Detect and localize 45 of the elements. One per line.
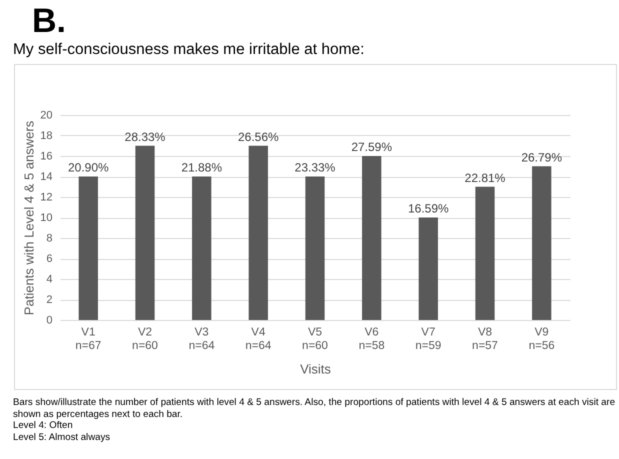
y-tick-label: 6 [46,253,52,265]
annotation: 26.56% [238,130,280,144]
y-tick-label: 16 [40,150,52,162]
x-tick-label: V4 n=64 [245,326,272,352]
bar [78,176,98,320]
y-tick-label: 20 [40,110,52,122]
x-tick-label: V3 n=64 [188,326,216,352]
annotation: 23.33% [294,160,336,174]
text: Level 4: Often [13,420,74,432]
annotation: 22.81% [464,170,506,185]
annotation: 28.33% [124,130,166,144]
y-tick-label: 2 [46,294,52,306]
bar [135,146,155,320]
y-tick-label: 0 [46,314,52,326]
annotation: 16.59% [408,202,450,216]
annotation: 20.90% [68,160,110,174]
bar [305,176,325,320]
text: Level 5: Almost always [13,432,112,443]
y-axis-title: Patients with Level 4 & 5 answers [21,120,36,316]
chart-title: B. [32,2,66,40]
annotation: 27.59% [351,140,392,154]
x-tick-label: V9 n=56 [528,326,555,352]
annotation: 26.79% [521,150,562,164]
chart-subtitle: My self-consciousness makes me irritable at home: [13,41,364,59]
y-tick-label: 8 [46,232,52,244]
bar [248,146,268,320]
y-tick-label: 18 [40,130,52,142]
x-tick-label: V6 n=58 [358,326,385,352]
x-tick-label: V1 n=67 [75,326,102,352]
x-tick-label: V5 n=60 [302,326,328,352]
text: Bars show/illustrate the number of patients with level 4 & 5 answers. Also, the proportions of patients with level 4 & 5 answers at each visit are shown as percentages next to each bar. [13,397,616,420]
y-tick-label: 4 [46,274,52,286]
y-tick-label: 10 [40,212,52,224]
x-tick-label: V8 n=57 [472,326,498,352]
bar [475,186,495,320]
y-tick-label: 12 [40,192,52,204]
x-tick-label: V2 n=60 [132,326,158,352]
bar [192,176,212,320]
y-tick-label: 14 [40,171,52,183]
x-tick-label: V7 n=59 [415,326,442,352]
bar [362,156,382,320]
bar [532,166,552,320]
x-axis-title: Visits [300,362,332,376]
annotation: 21.88% [181,160,222,174]
bar [418,218,438,320]
